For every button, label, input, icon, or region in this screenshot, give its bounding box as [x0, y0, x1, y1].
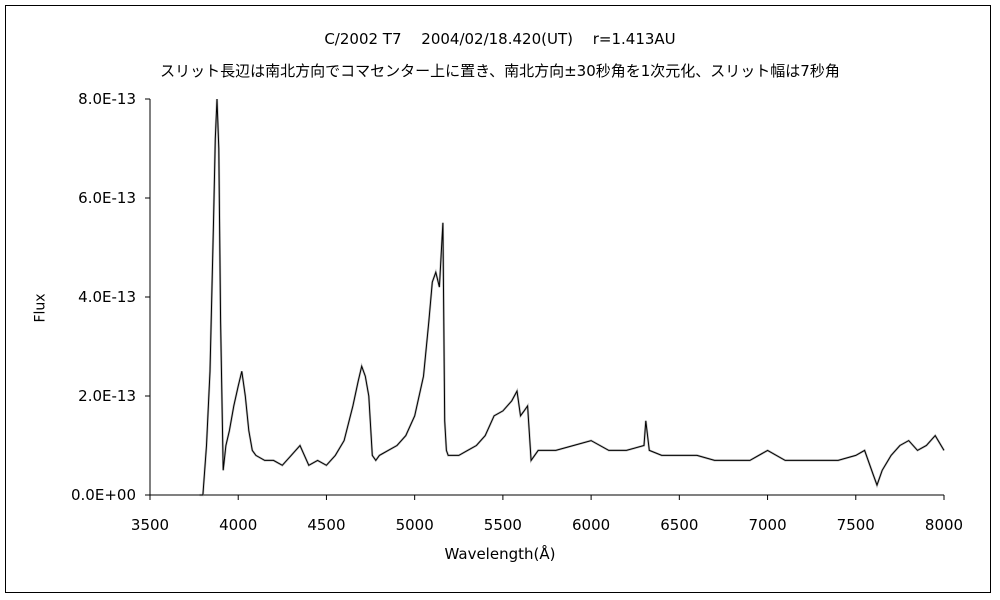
x-tick-label: 3500: [131, 516, 169, 534]
spectrum-noise-band: [199, 98, 945, 497]
x-axis-label: Wavelength(Å): [444, 545, 556, 563]
chart-title: C/2002 T7 2004/02/18.420(UT) r=1.413AU: [324, 30, 676, 48]
y-axis-label: Flux: [32, 293, 49, 323]
x-tick-label: 4500: [307, 516, 345, 534]
y-tick-label: 2.0E-13: [78, 387, 136, 405]
x-tick-label: 7000: [748, 516, 786, 534]
y-tick-label: 6.0E-13: [78, 189, 136, 207]
chart-subtitle: スリット長辺は南北方向でコマセンター上に置き、南北方向±30秒角を1次元化、スリ…: [160, 62, 840, 80]
x-tick-label: 6500: [660, 516, 698, 534]
x-tick-label: 6000: [572, 516, 610, 534]
x-tick-label: 8000: [925, 516, 963, 534]
spectrum-line: [199, 98, 945, 496]
y-tick-label: 4.0E-13: [78, 288, 136, 306]
x-tick-label: 5500: [484, 516, 522, 534]
x-tick-label: 7500: [837, 516, 875, 534]
y-tick-label: 0.0E+00: [71, 486, 136, 504]
y-tick-label: 8.0E-13: [78, 90, 136, 108]
x-tick-label: 5000: [396, 516, 434, 534]
x-tick-label: 4000: [219, 516, 257, 534]
